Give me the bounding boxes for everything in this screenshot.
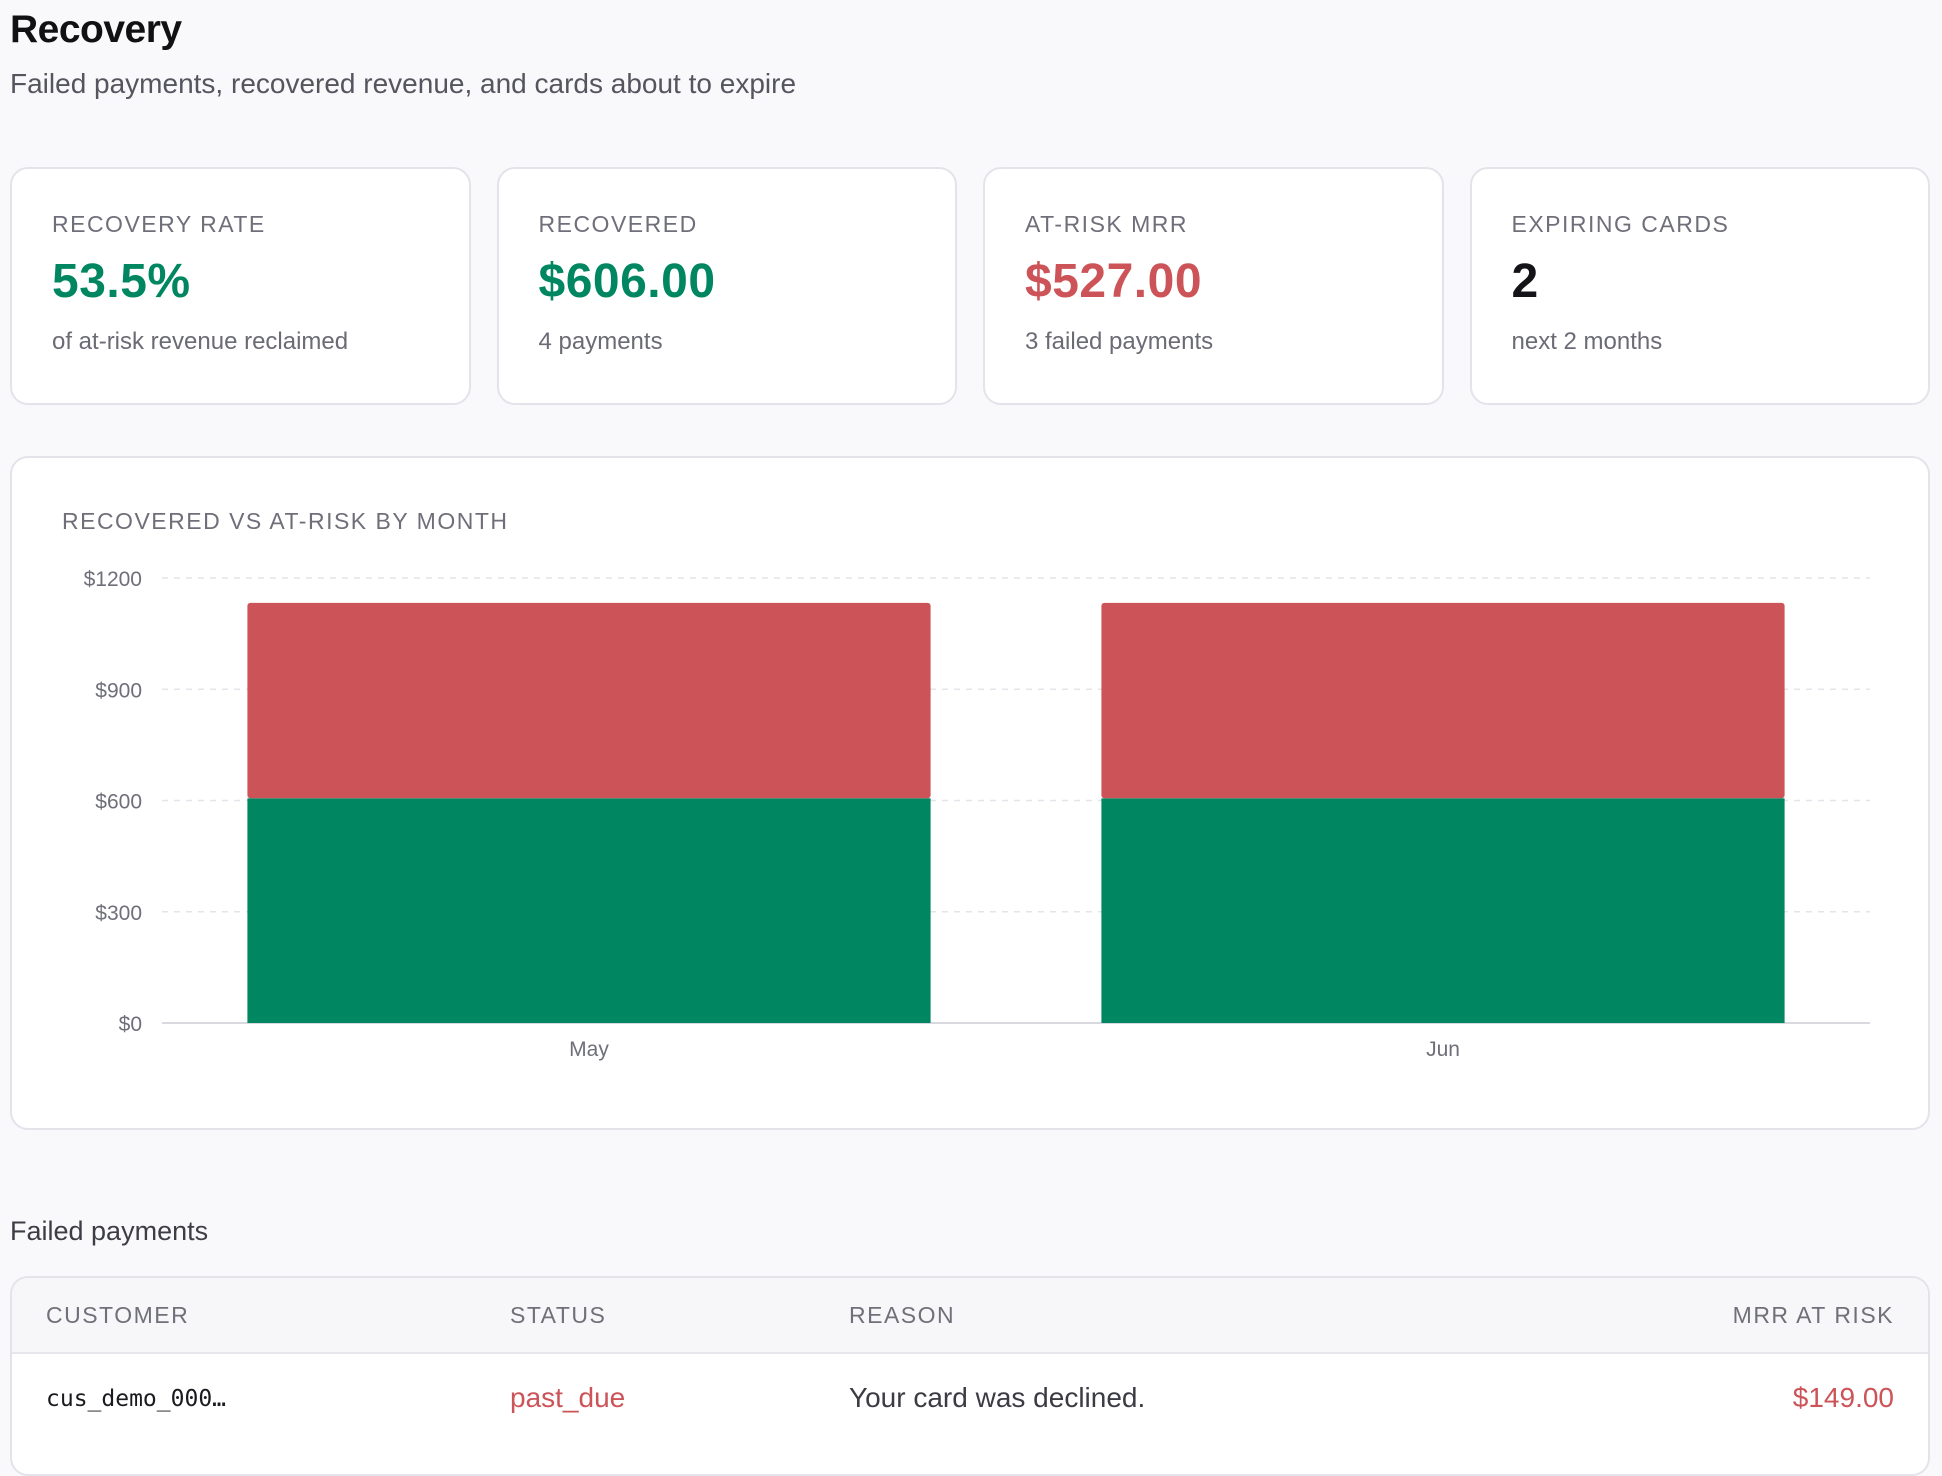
recovery-bar-chart: $0 $300 $600 $900 $1200 May Jun — [84, 568, 1870, 1061]
column-header-status[interactable]: STATUS — [510, 1302, 607, 1328]
x-tick-label: Jun — [1426, 1038, 1460, 1061]
failed-payments-table: CUSTOMER STATUS REASON MRR AT RISK cus_d… — [10, 1276, 1930, 1476]
kpi-subtext: 4 payments — [538, 328, 663, 355]
failure-reason: Your card was declined. — [849, 1382, 1146, 1413]
kpi-value: 2 — [1511, 255, 1539, 308]
y-tick-label: $900 — [95, 679, 142, 702]
kpi-subtext: 3 failed payments — [1025, 328, 1214, 355]
mrr-at-risk-value: $149.00 — [1792, 1382, 1894, 1413]
kpi-row: RECOVERY RATE 53.5% of at-risk revenue r… — [10, 167, 1930, 405]
kpi-card-expiring-cards: EXPIRING CARDS 2 next 2 months — [1469, 167, 1930, 405]
kpi-card-recovery-rate: RECOVERY RATE 53.5% of at-risk revenue r… — [10, 167, 471, 405]
column-header-mrr-at-risk[interactable]: MRR AT RISK — [1732, 1302, 1894, 1328]
bar-recovered — [247, 798, 931, 1023]
column-header-customer[interactable]: CUSTOMER — [46, 1302, 190, 1328]
column-header-reason[interactable]: REASON — [849, 1302, 956, 1328]
y-tick-label: $1200 — [84, 568, 142, 591]
bar-recovered — [1101, 798, 1785, 1023]
y-tick-label: $600 — [95, 791, 142, 814]
kpi-subtext: next 2 months — [1511, 328, 1663, 355]
kpi-value: 53.5% — [52, 255, 191, 308]
table-row[interactable]: cus_demo_000… past_due Your card was dec… — [12, 1354, 1928, 1444]
y-tick-label: $300 — [95, 902, 142, 925]
kpi-label: RECOVERY RATE — [52, 211, 266, 237]
chart-title: RECOVERED VS AT-RISK BY MONTH — [62, 508, 509, 534]
table-header: CUSTOMER STATUS REASON MRR AT RISK — [12, 1278, 1928, 1354]
kpi-label: AT-RISK MRR — [1025, 211, 1189, 237]
kpi-value: $606.00 — [538, 255, 716, 308]
kpi-label: EXPIRING CARDS — [1511, 211, 1730, 237]
x-tick-label: May — [569, 1038, 609, 1061]
bar-at-risk — [1101, 602, 1785, 799]
status-badge: past_due — [510, 1382, 626, 1413]
failed-payments-title: Failed payments — [10, 1216, 209, 1246]
kpi-card-at-risk-mrr: AT-RISK MRR $527.00 3 failed payments — [983, 167, 1444, 405]
chart-card: RECOVERED VS AT-RISK BY MONTH $0 $300 $600… — [10, 456, 1930, 1130]
kpi-subtext: of at-risk revenue reclaimed — [52, 328, 349, 355]
page-title: Recovery — [10, 8, 182, 51]
kpi-card-recovered: RECOVERED $606.00 4 payments — [496, 167, 957, 405]
kpi-label: RECOVERED — [538, 211, 698, 237]
bar-at-risk — [247, 602, 931, 799]
customer-id[interactable]: cus_demo_000… — [46, 1386, 227, 1412]
page-subtitle: Failed payments, recovered revenue, and … — [10, 68, 797, 99]
y-tick-label: $0 — [119, 1013, 142, 1036]
kpi-value: $527.00 — [1025, 255, 1203, 308]
